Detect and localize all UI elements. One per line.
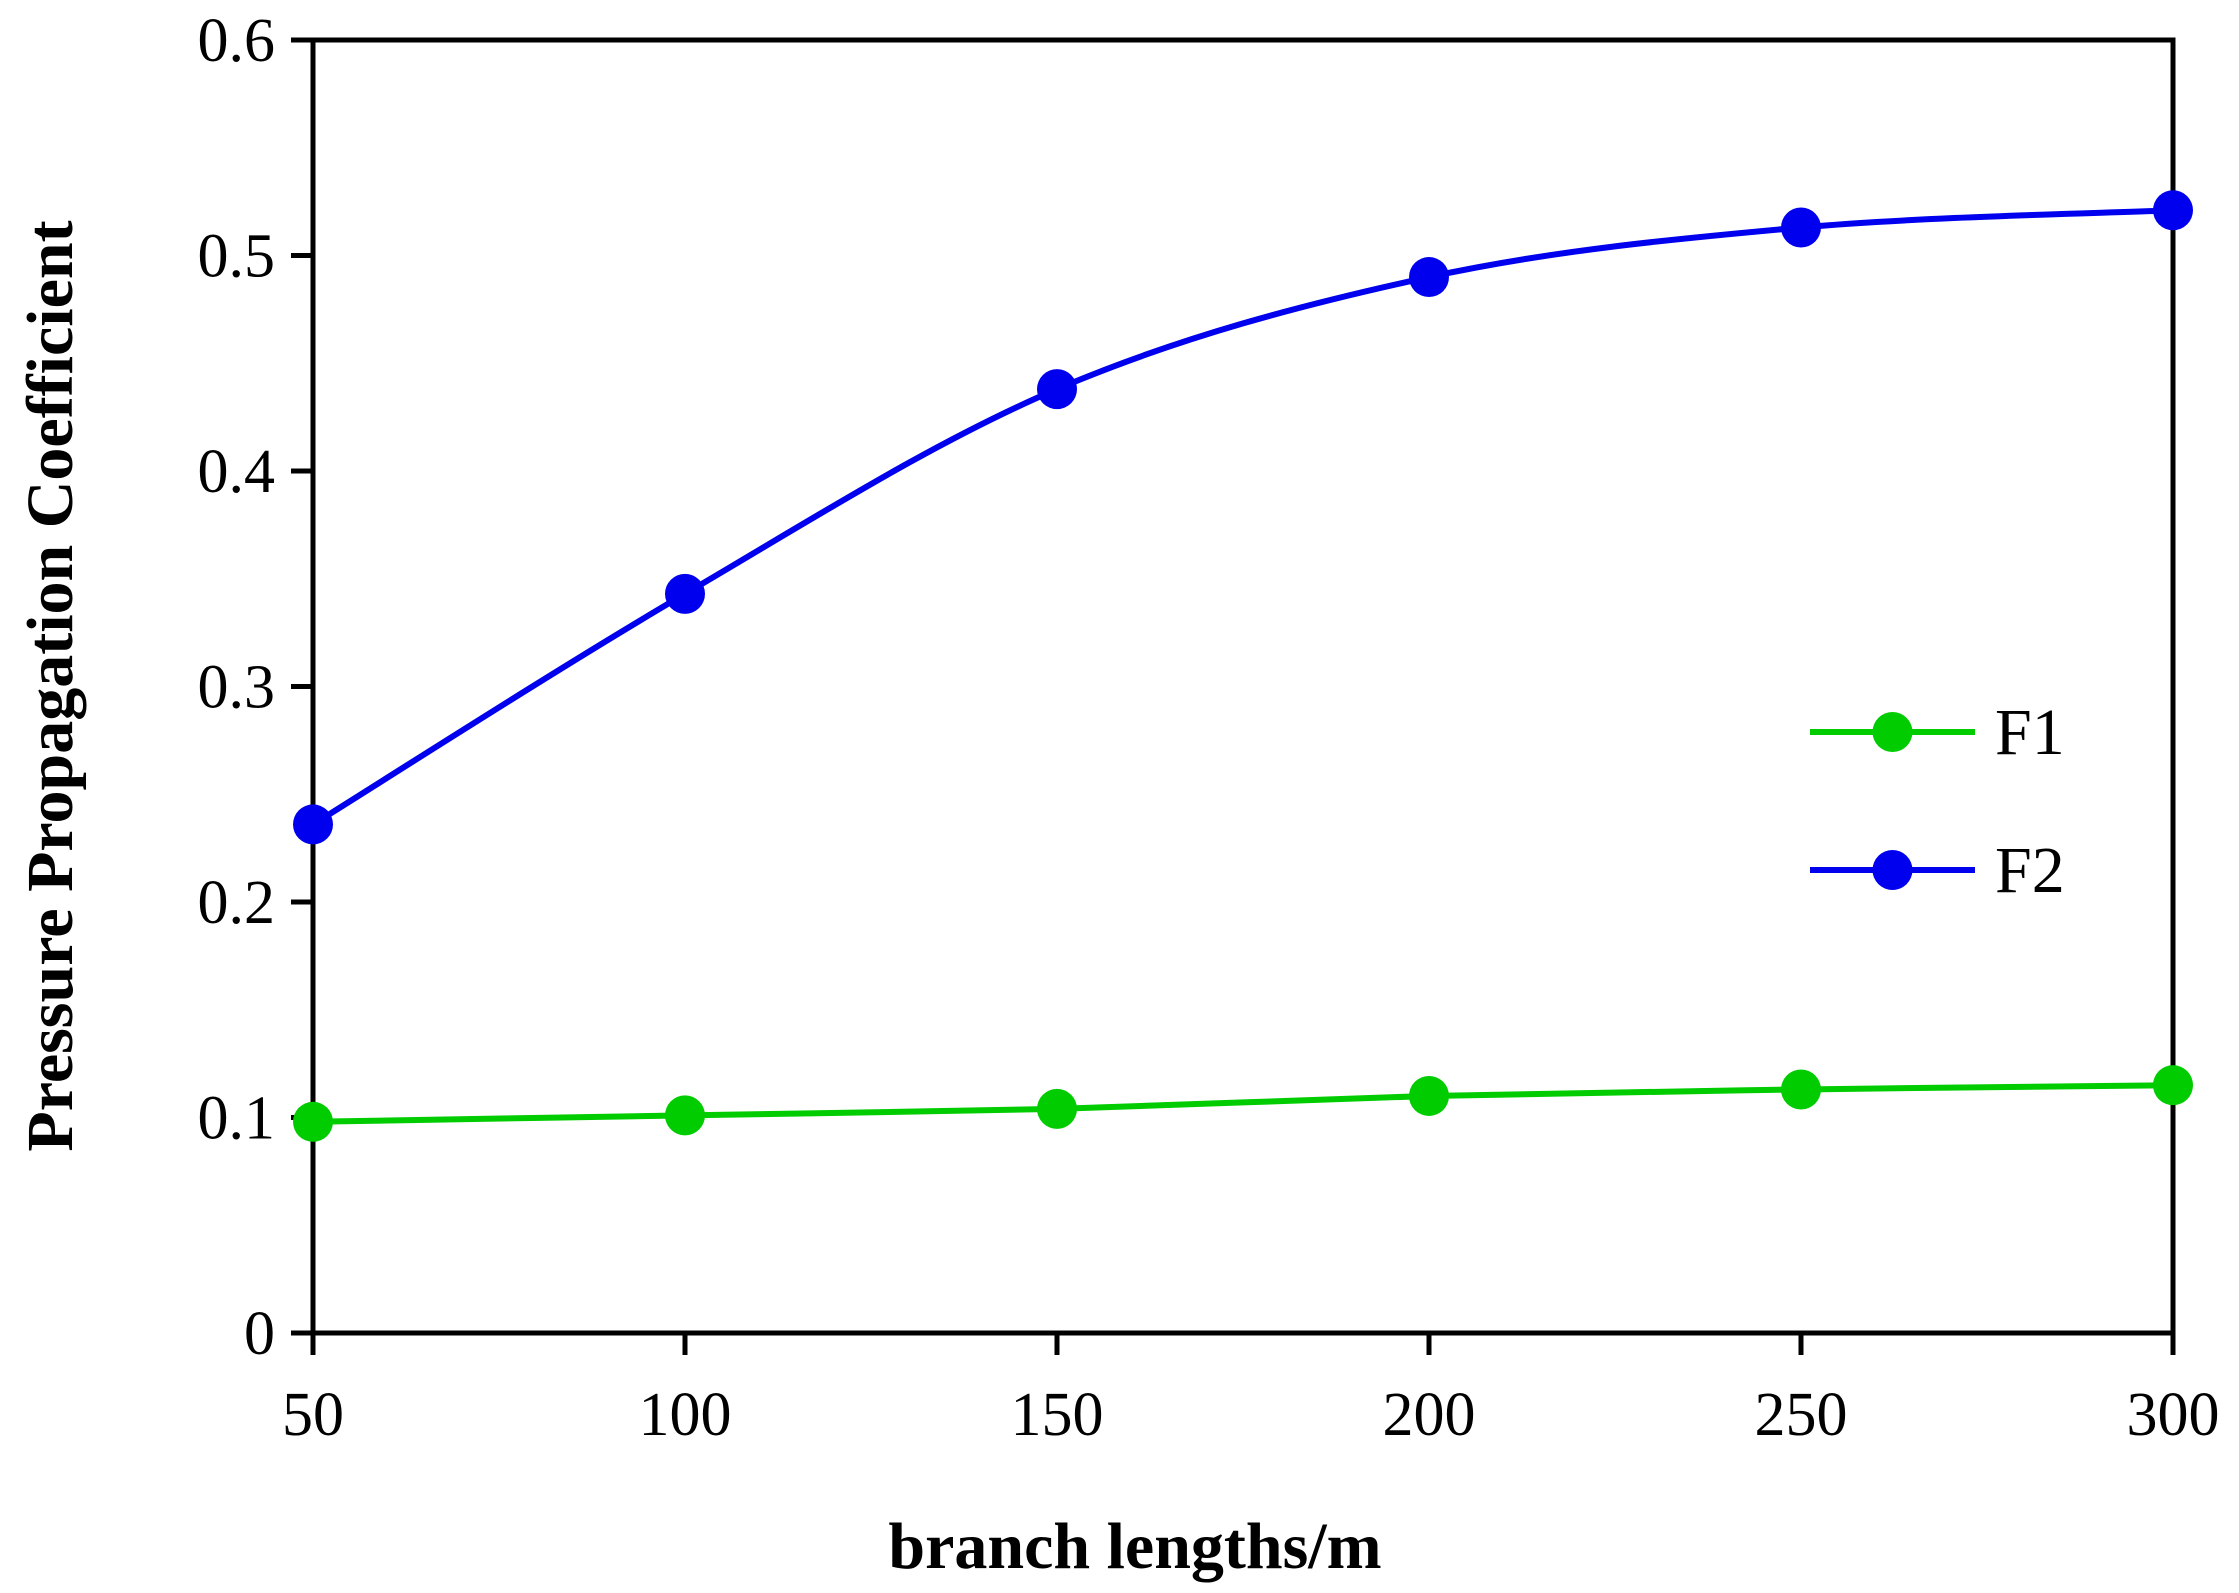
x-tick-label: 150 [1011,1381,1104,1449]
legend-label-f2: F2 [1995,834,2065,907]
x-tick-label: 300 [2127,1381,2220,1449]
y-tick-label: 0.6 [198,7,276,75]
series-line-f1 [312,1082,2174,1125]
legend-marker-f2 [1872,850,1913,890]
data-point-f1 [1409,1075,1449,1116]
data-point-f2 [2153,190,2193,231]
x-axis-title: branch lengths/m [888,1510,1381,1583]
legend-marker-f1 [1872,712,1913,752]
data-point-f1 [293,1101,333,1142]
data-point-f1 [2153,1065,2193,1106]
x-tick-label: 200 [1383,1381,1476,1449]
y-tick-label: 0.3 [198,654,276,722]
x-tick-label: 100 [639,1381,732,1449]
legend: F1 F2 [1810,696,2065,907]
x-axis: 50 100 150 200 250 300 [282,1333,2220,1449]
y-tick-label: 0.4 [198,438,276,506]
series-line-f2 [311,207,2174,827]
x-tick-label: 50 [282,1381,344,1449]
data-point-f2 [665,573,705,614]
data-point-f2 [293,804,333,845]
y-tick-label: 0 [244,1300,275,1368]
data-point-f1 [1037,1088,1077,1129]
legend-label-f1: F1 [1995,696,2065,769]
y-tick-label: 0.5 [198,223,276,291]
y-tick-label: 0.2 [198,869,276,937]
data-point-f2 [1781,207,1821,248]
y-axis-title: Pressure Propagation Coefficient [14,220,87,1151]
y-axis: 0 0.1 0.2 0.3 0.4 0.5 0.6 [198,7,313,1368]
y-tick-label: 0.1 [198,1085,276,1153]
plot-area-frame [310,37,2176,1336]
x-tick-label: 250 [1755,1381,1848,1449]
data-point-f1 [665,1095,705,1136]
data-point-f2 [1037,369,1077,410]
data-point-f1 [1781,1069,1821,1110]
data-point-f2 [1409,257,1449,298]
series-layer [293,190,2193,1142]
